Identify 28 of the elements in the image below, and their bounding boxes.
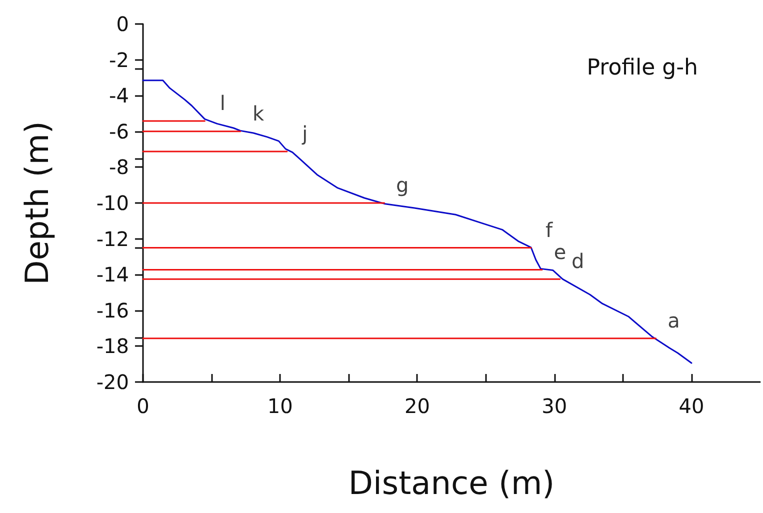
x-axis-title: Distance (m) bbox=[348, 464, 555, 502]
y-tick-label: -12 bbox=[96, 226, 129, 251]
x-tick-label: 30 bbox=[542, 394, 568, 418]
annotation: f bbox=[546, 218, 554, 242]
text: Profile g-h bbox=[586, 56, 698, 80]
annotation: j bbox=[301, 121, 308, 146]
y-tick-label: -10 bbox=[96, 191, 129, 215]
annotation: g bbox=[396, 173, 409, 197]
annotation: l bbox=[220, 91, 226, 116]
y-tick-label: -20 bbox=[96, 370, 129, 394]
y-tick-label: -16 bbox=[96, 298, 129, 322]
y-tick-label: -6 bbox=[109, 119, 129, 144]
y-tick-label: -4 bbox=[109, 84, 129, 108]
annotation: d bbox=[571, 249, 584, 274]
y-tick-label: -14 bbox=[96, 262, 129, 287]
y-tick-label: -18 bbox=[96, 334, 129, 358]
x-tick-label: 40 bbox=[678, 394, 704, 418]
x-tick-label: 0 bbox=[136, 394, 150, 418]
annotation: e bbox=[554, 240, 566, 264]
y-tick-label: -2 bbox=[109, 48, 129, 72]
y-tick-label: 0 bbox=[116, 12, 129, 36]
y-axis-title: Depth (m) bbox=[18, 121, 56, 285]
annotation: a bbox=[668, 308, 680, 332]
line-series bbox=[142, 80, 692, 364]
y-tick-label: -8 bbox=[109, 155, 129, 180]
annotation: k bbox=[252, 101, 265, 126]
x-tick-label: 20 bbox=[404, 394, 430, 418]
x-tick-label: 10 bbox=[267, 394, 293, 418]
